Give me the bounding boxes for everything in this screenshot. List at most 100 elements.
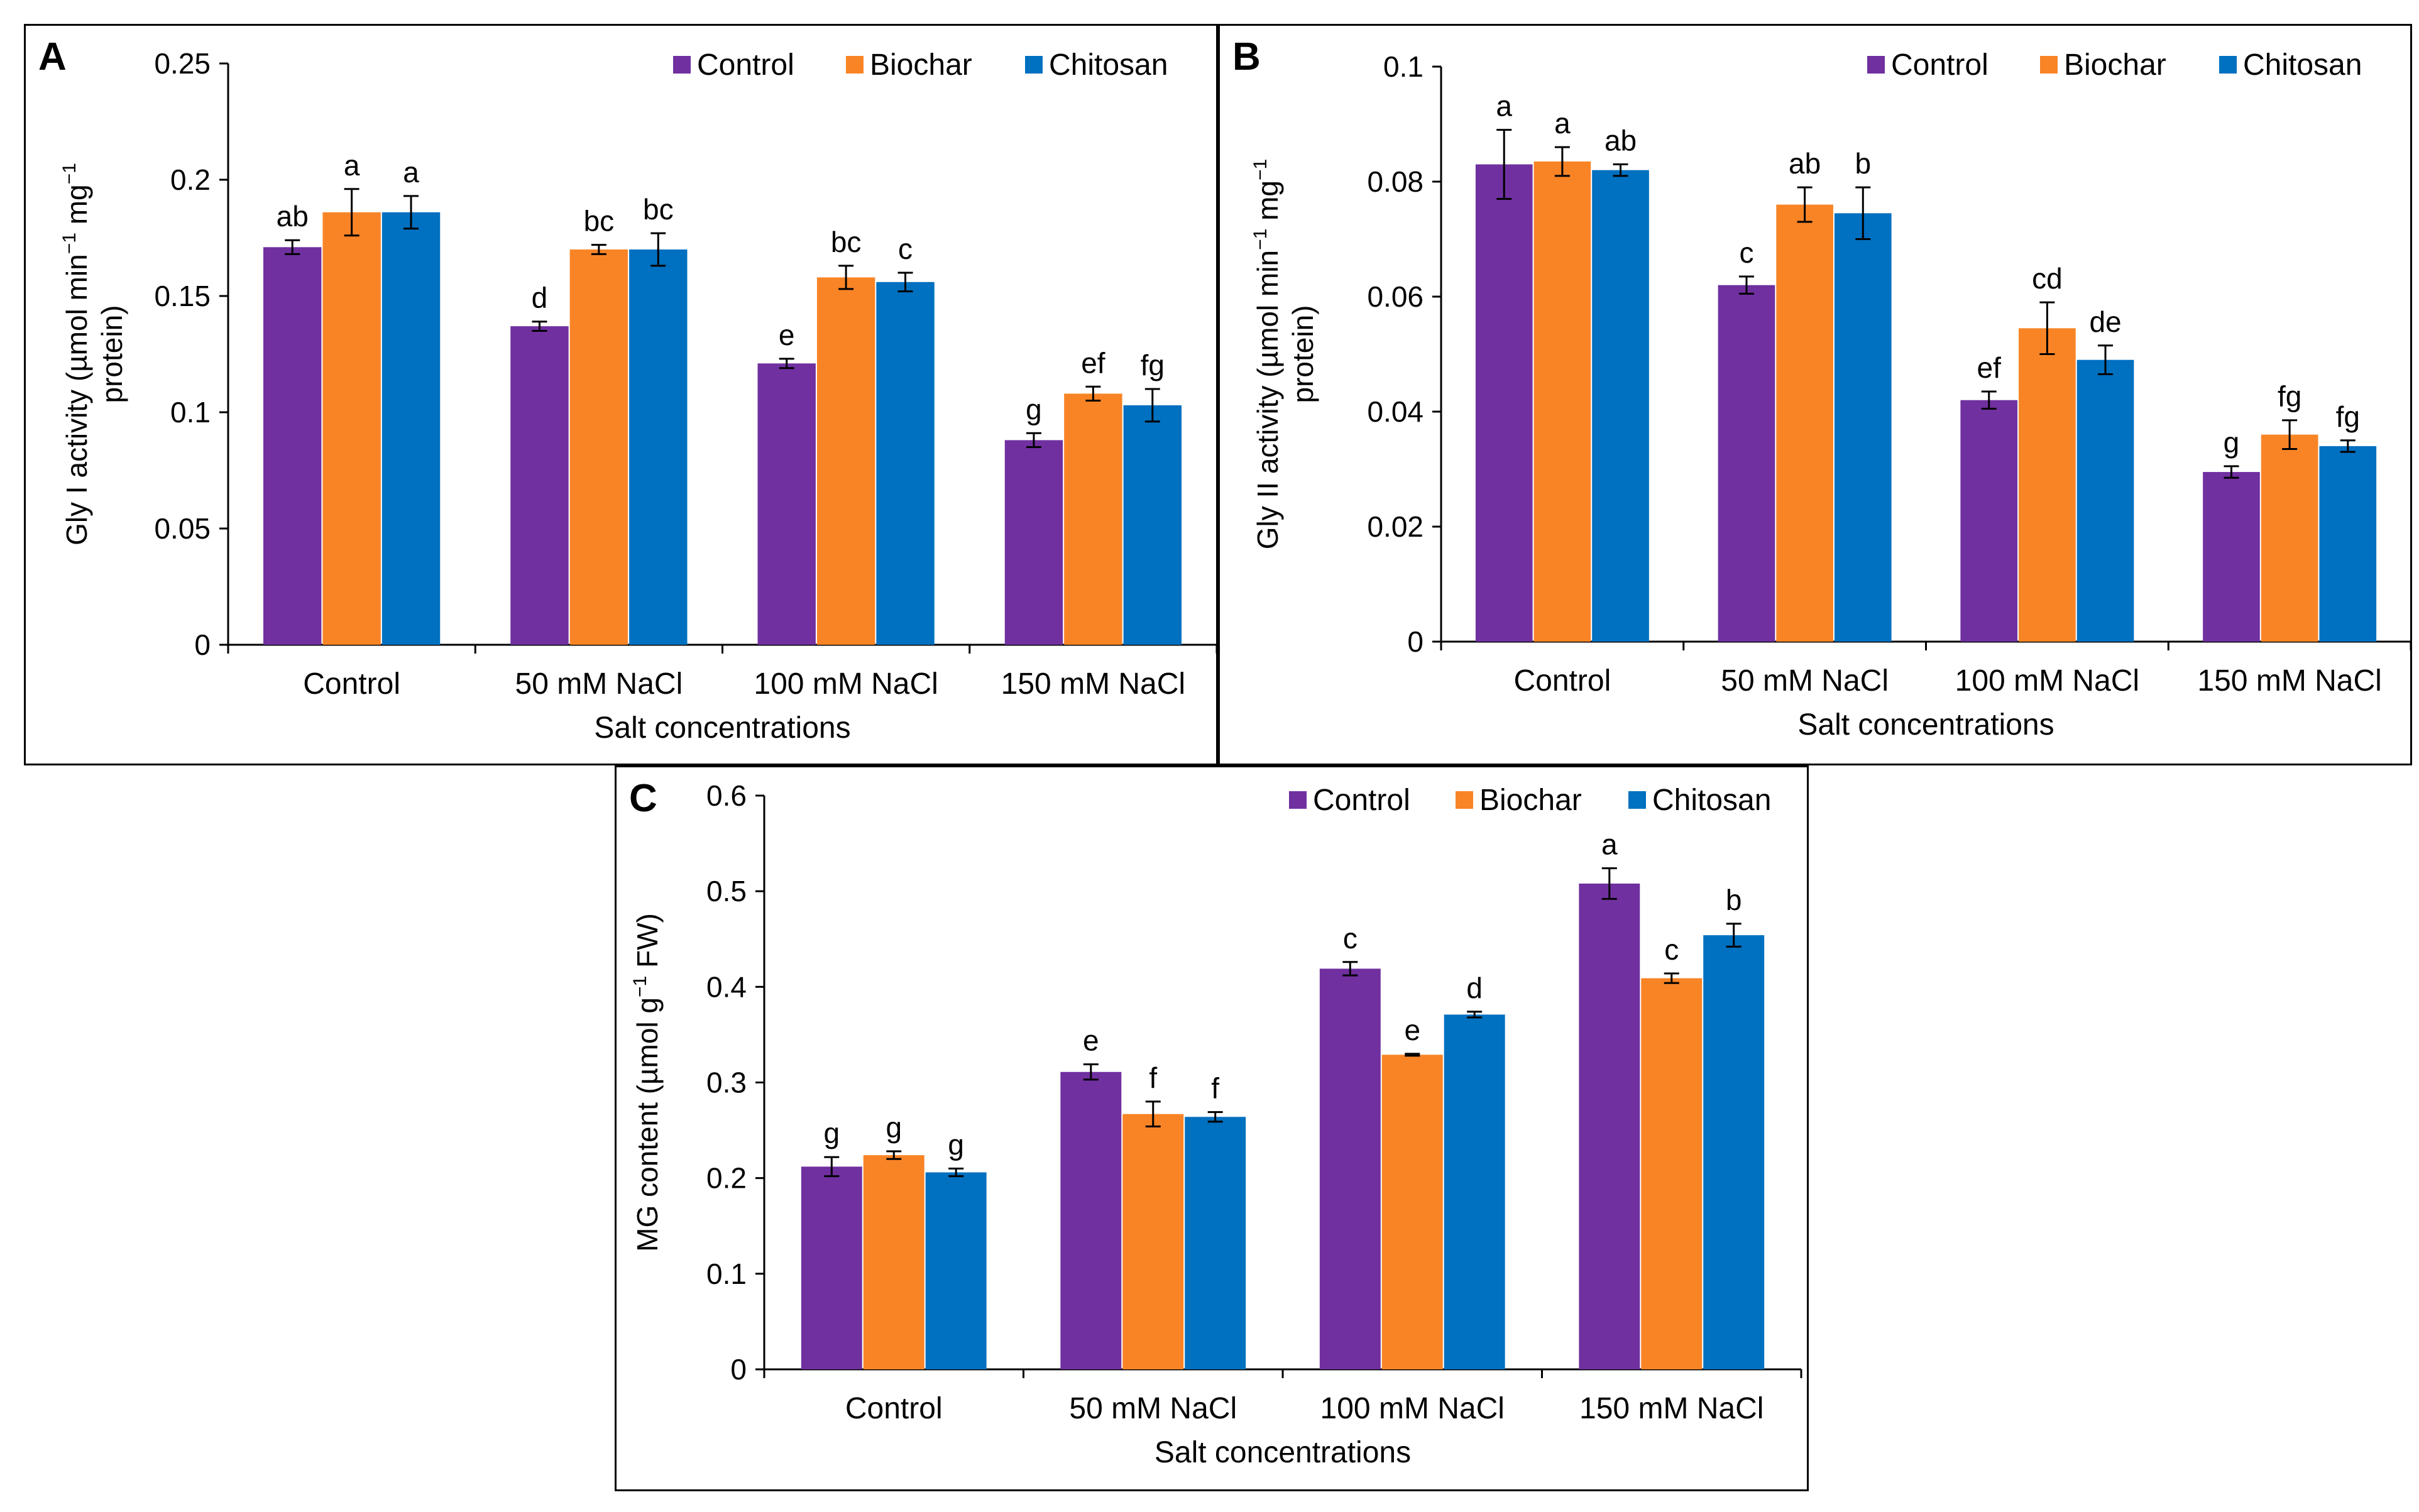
significance-letter: de [2089,305,2121,338]
significance-letter: a [1554,107,1571,140]
bar-control-2 [510,326,569,645]
x-tick-label: 50 mM NaCl [1721,664,1889,698]
legend-swatch-chitosan [2219,56,2237,74]
significance-letter: ab [1604,124,1637,157]
significance-letter: c [1739,236,1753,269]
legend-swatch-biochar [846,56,864,74]
legend-label-biochar: Biochar [2064,48,2166,82]
bar-chitosan-2 [1185,1117,1246,1369]
legend: Control Biochar Chitosan [1867,48,2362,82]
y-tick-label: 0.05 [154,512,211,545]
x-tick-label: Control [845,1392,943,1425]
y-tick-label: 0 [730,1353,747,1386]
y-tick-label: 0.6 [706,779,747,812]
bar-control-4 [2203,472,2260,642]
y-tick-label: 0 [1407,625,1423,658]
x-tick-label: 100 mM NaCl [754,667,938,701]
bar-control-2 [1718,285,1775,642]
legend-label-control: Control [697,48,794,82]
bar-control-3 [1319,968,1381,1369]
panel-label: C [629,777,657,820]
significance-letter: ab [277,200,309,233]
bar-biochar-3 [2019,328,2076,642]
panel-c-mg-content-chart: C 0 0.1 0.2 0.3 0.4 0.5 0.6 g g g Control e f f 50 mM N… [615,765,1809,1491]
y-tick-label: 0.08 [1367,165,1423,198]
legend: Control Biochar Chitosan [673,48,1168,82]
y-tick-label: 0.5 [706,875,747,907]
significance-letter: c [1343,922,1358,955]
bar-chitosan-3 [1444,1014,1505,1369]
bar-biochar-3 [816,277,875,645]
x-tick-label: 50 mM NaCl [1069,1392,1237,1425]
significance-letter: a [344,149,360,182]
legend-swatch-biochar [2040,56,2058,74]
bar-biochar-2 [1122,1114,1184,1369]
significance-letter: c [898,233,913,265]
bar-control-4 [1579,883,1640,1369]
significance-letter: d [532,282,548,314]
y-tick-label: 0.1 [1383,50,1423,83]
x-axis-title: Salt concentrations [594,711,850,745]
significance-letter: ab [1789,147,1821,180]
x-tick-label: 100 mM NaCl [1320,1392,1505,1425]
legend-label-chitosan: Chitosan [1652,784,1771,817]
significance-letter: g [886,1111,902,1144]
mg-content-bar-chart: C 0 0.1 0.2 0.3 0.4 0.5 0.6 g g g Control e f f 50 mM N… [629,777,1802,1469]
bar-chitosan-2 [629,249,688,645]
y-axis-title-line1: MG content (µmol g−1 FW) [630,913,664,1252]
bar-biochar-1 [1533,161,1591,642]
significance-letter: ef [1977,351,2002,384]
significance-letter: ef [1081,346,1105,379]
bar-control-2 [1060,1071,1122,1369]
significance-letter: b [1726,884,1742,916]
y-axis-title-line1: Gly I activity (µmol min−1 mg−1 [59,163,93,545]
significance-letter: fg [1141,349,1165,381]
significance-letter: cd [2032,262,2063,295]
x-axis-title: Salt concentrations [1797,708,2054,742]
significance-letter: bc [643,193,674,226]
y-axis-title-line1: Gly II activity (µmol min−1 mg−1 [1250,159,1284,549]
bar-chitosan-2 [1834,213,1892,642]
legend-label-biochar: Biochar [870,48,972,82]
significance-letter: bc [584,205,615,238]
x-tick-label: Control [303,667,400,701]
legend-swatch-control [1289,791,1307,809]
significance-letter: c [1664,933,1679,966]
panel-a-gly-i-chart: A 0 0.05 0.1 0.15 0.2 0.25 ab a a Control d bc bc 50 m… [24,24,1218,765]
y-tick-label: 0.1 [170,396,211,429]
significance-letter: a [1601,828,1618,861]
legend-label-chitosan: Chitosan [2243,48,2362,82]
significance-letter: f [1211,1072,1219,1105]
significance-letter: a [1496,90,1512,123]
legend-label-control: Control [1891,48,1988,82]
bar-biochar-1 [322,212,381,645]
bar-biochar-2 [569,249,628,645]
bar-control-4 [1004,440,1063,645]
significance-letter: g [1026,393,1042,425]
bar-chitosan-1 [381,212,441,645]
x-tick-label: Control [1514,664,1611,698]
bar-chitosan-4 [1123,405,1182,645]
y-tick-label: 0.3 [706,1066,747,1099]
significance-letter: g [948,1128,964,1161]
significance-letter: bc [831,226,862,258]
y-axis-title-line2: protein) [96,305,128,403]
legend-label-chitosan: Chitosan [1049,48,1168,82]
significance-letter: fg [2278,380,2301,413]
bar-biochar-4 [2261,434,2318,642]
significance-letter: g [824,1117,840,1149]
y-tick-label: 0.1 [706,1257,747,1290]
significance-letter: e [1083,1024,1099,1057]
legend-swatch-control [1867,56,1885,74]
bar-chitosan-3 [876,282,935,645]
significance-letter: f [1149,1061,1157,1094]
bar-chitosan-1 [925,1172,987,1369]
y-tick-label: 0.15 [154,280,211,312]
significance-letter: d [1466,972,1483,1004]
legend-swatch-biochar [1456,791,1473,809]
significance-letter: a [403,156,419,189]
